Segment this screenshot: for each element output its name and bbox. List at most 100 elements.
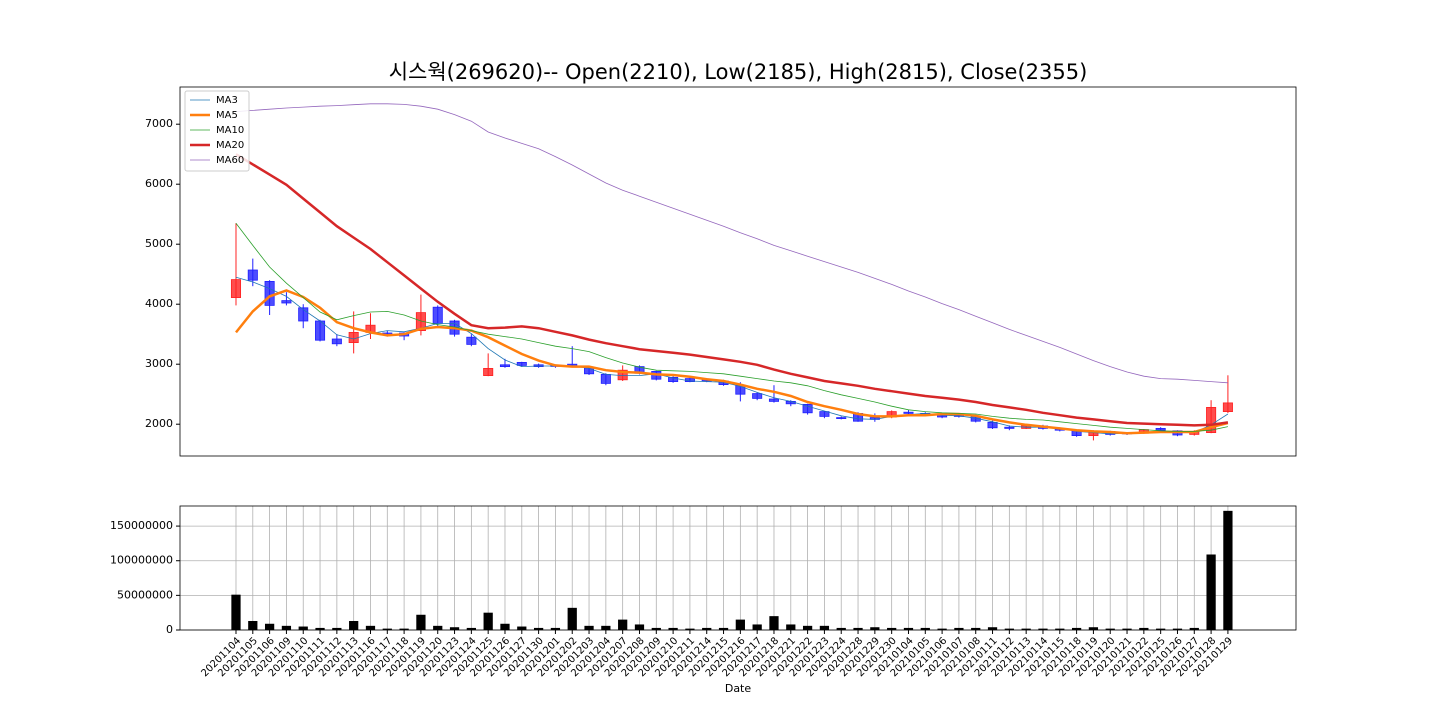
volume-bar bbox=[836, 627, 846, 630]
candle-body bbox=[987, 421, 998, 429]
ma-line bbox=[235, 103, 1228, 384]
volume-bar bbox=[1189, 627, 1199, 630]
y-tick-label: 3000 bbox=[145, 357, 173, 370]
candle-body bbox=[264, 280, 275, 306]
volume-bar bbox=[1156, 628, 1166, 630]
volume-bar bbox=[920, 627, 930, 630]
volume-bar bbox=[752, 624, 762, 630]
volume-bar bbox=[1038, 628, 1048, 630]
volume-bar bbox=[264, 623, 275, 630]
volume-bar bbox=[702, 627, 712, 630]
legend-box bbox=[184, 90, 250, 172]
volume-bar bbox=[399, 628, 409, 630]
volume-bar bbox=[634, 624, 645, 630]
volume-bar bbox=[550, 627, 561, 630]
legend-label: MA10 bbox=[216, 125, 244, 136]
volume-bar bbox=[1021, 628, 1031, 630]
volume-y-tick-label: 0 bbox=[166, 623, 173, 636]
volume-bar bbox=[1088, 627, 1099, 630]
volume-bar bbox=[769, 616, 779, 630]
candle-body bbox=[516, 361, 527, 366]
y-tick-label: 2000 bbox=[145, 417, 173, 430]
volume-bar bbox=[349, 620, 359, 630]
candle-body bbox=[1206, 406, 1217, 433]
candle-body bbox=[281, 300, 292, 304]
volume-bar bbox=[382, 628, 392, 630]
volume-bar bbox=[1105, 628, 1115, 630]
candle-body bbox=[836, 417, 847, 420]
legend-label: MA60 bbox=[216, 155, 244, 166]
ma-line bbox=[235, 289, 1229, 435]
volume-bar bbox=[500, 623, 510, 630]
volume-bar bbox=[1172, 628, 1183, 630]
volume-bar bbox=[819, 625, 830, 630]
volume-bar bbox=[584, 625, 594, 630]
candle-body bbox=[802, 403, 813, 414]
volume-bar bbox=[987, 627, 998, 630]
candle-body bbox=[331, 338, 342, 345]
candle-body bbox=[483, 367, 494, 376]
volume-bar bbox=[281, 625, 292, 630]
legend-label: MA20 bbox=[216, 140, 244, 151]
candle-body bbox=[466, 336, 477, 345]
volume-bar bbox=[786, 624, 796, 630]
legend-label: MA3 bbox=[216, 95, 238, 106]
volume-bar bbox=[517, 626, 527, 630]
candle-body bbox=[752, 393, 763, 399]
volume-bar bbox=[685, 628, 695, 630]
candle-body bbox=[819, 411, 830, 417]
volume-bar bbox=[449, 627, 460, 630]
volume-bar bbox=[1071, 627, 1082, 630]
volume-bar bbox=[1139, 627, 1149, 630]
volume-bar bbox=[315, 627, 325, 630]
legend-label: MA5 bbox=[216, 110, 238, 121]
candle-body bbox=[668, 376, 679, 382]
volume-bar bbox=[601, 625, 611, 630]
volume-bar bbox=[937, 628, 947, 630]
volume-bar bbox=[483, 612, 493, 630]
volume-bar bbox=[903, 627, 914, 630]
volume-y-tick-label: 150000000 bbox=[110, 519, 173, 532]
volume-bar bbox=[802, 625, 813, 630]
volume-bar bbox=[735, 619, 745, 630]
ma-line bbox=[235, 153, 1229, 427]
y-tick-label: 7000 bbox=[145, 117, 173, 130]
volume-bar bbox=[433, 625, 443, 630]
ma-line bbox=[235, 222, 1228, 432]
volume-bar bbox=[1122, 628, 1132, 630]
volume-bar bbox=[651, 627, 661, 630]
candle-body bbox=[600, 373, 611, 384]
candle-body bbox=[1155, 427, 1166, 431]
volume-bar bbox=[298, 626, 308, 630]
volume-bar bbox=[567, 607, 577, 630]
candle-body bbox=[247, 269, 258, 281]
volume-bar bbox=[971, 627, 981, 630]
volume-bar bbox=[618, 619, 628, 630]
x-axis-label: Date bbox=[725, 682, 752, 695]
y-tick-label: 5000 bbox=[145, 237, 173, 250]
ma-line bbox=[235, 276, 1229, 435]
volume-bar bbox=[954, 627, 964, 630]
volume-y-tick-label: 50000000 bbox=[117, 588, 173, 601]
candle-body bbox=[903, 411, 914, 414]
volume-bar bbox=[231, 594, 241, 630]
volume-bar bbox=[718, 627, 729, 630]
candle-body bbox=[348, 331, 359, 343]
candle-body bbox=[230, 279, 242, 299]
candle-body bbox=[298, 307, 309, 322]
volume-y-tick-label: 100000000 bbox=[110, 554, 173, 567]
volume-bar bbox=[668, 627, 678, 630]
candle-body bbox=[1222, 402, 1233, 412]
volume-bar bbox=[1223, 510, 1233, 630]
candle-body bbox=[768, 398, 780, 402]
candle-body bbox=[1004, 426, 1015, 429]
volume-bar bbox=[332, 627, 342, 630]
y-tick-label: 6000 bbox=[145, 177, 173, 190]
candle-body bbox=[432, 306, 443, 324]
candle-body bbox=[499, 364, 511, 367]
volume-bar bbox=[416, 614, 426, 630]
main-frame bbox=[179, 86, 1297, 457]
volume-bar bbox=[1055, 628, 1065, 630]
volume-bar bbox=[365, 625, 376, 630]
